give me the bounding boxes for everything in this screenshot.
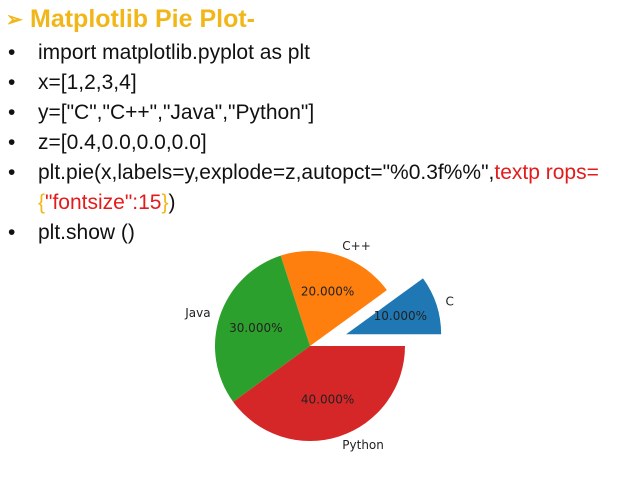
bullet-text: y=["C","C++","Java","Python"] [38, 101, 315, 124]
slide-title-text: Matplotlib Pie Plot- [30, 5, 255, 33]
bullet-text: import matplotlib.pyplot as plt [38, 41, 310, 64]
bullet-y: • y=["C","C++","Java","Python"] [8, 98, 633, 128]
pie-percent-labels: 10.000% 20.000% 30.000% 40.000% [229, 284, 427, 406]
pie-slice-python [233, 346, 405, 441]
pie-call-part6: ) [168, 191, 176, 214]
bullet-show: • plt.show () [8, 218, 633, 248]
bullet-text: x=[1,2,3,4] [38, 71, 137, 94]
pie-percent-label: 20.000% [301, 284, 354, 298]
pie-call-part2: textp rops= [494, 161, 599, 184]
pie-slice-c [346, 278, 442, 335]
pie-category-label: C [446, 294, 454, 308]
bullet-dot-icon: • [8, 221, 16, 244]
bullet-x: • x=[1,2,3,4] [8, 68, 633, 98]
pie-category-label: C++ [342, 239, 371, 253]
pie-percent-label: 40.000% [301, 393, 354, 407]
pie-category-labels: C C++ Java Python [184, 239, 454, 452]
bullet-text: plt.show () [38, 221, 135, 244]
pie-call-part1: plt.pie(x,labels=y,explode=z,autopct="%0… [38, 161, 495, 184]
pie-slices [214, 250, 442, 441]
bullet-dot-icon: • [8, 131, 16, 154]
bullet-dot-icon: • [8, 101, 16, 124]
pie-category-label: Java [184, 306, 210, 320]
slide-title: ➢ Matplotlib Pie Plot- [6, 4, 255, 35]
pie-percent-label: 30.000% [229, 321, 282, 335]
pie-percent-label: 10.000% [374, 309, 427, 323]
bullet-z: • z=[0.4,0.0,0.0,0.0] [8, 128, 633, 158]
bullet-dot-icon: • [8, 71, 16, 94]
bullet-dot-icon: • [8, 161, 16, 184]
bullet-import: • import matplotlib.pyplot as plt [8, 38, 633, 68]
arrow-bullet-icon: ➢ [6, 9, 23, 31]
code-bullet-list: • import matplotlib.pyplot as plt • x=[1,2… [8, 38, 633, 248]
bullet-text: z=[0.4,0.0,0.0,0.0] [38, 131, 207, 154]
bullet-dot-icon: • [8, 41, 16, 64]
bullet-pie-call: • plt.pie(x,labels=y,explode=z,autopct="%… [8, 158, 633, 218]
pie-slice-cplusplus [280, 250, 387, 346]
pie-slice-java [214, 255, 310, 402]
pie-category-label: Python [342, 438, 384, 452]
pie-call-part5: } [161, 191, 169, 214]
pie-call-part3: { [38, 191, 46, 214]
pie-call-part4: "fontsize":15 [45, 191, 162, 214]
